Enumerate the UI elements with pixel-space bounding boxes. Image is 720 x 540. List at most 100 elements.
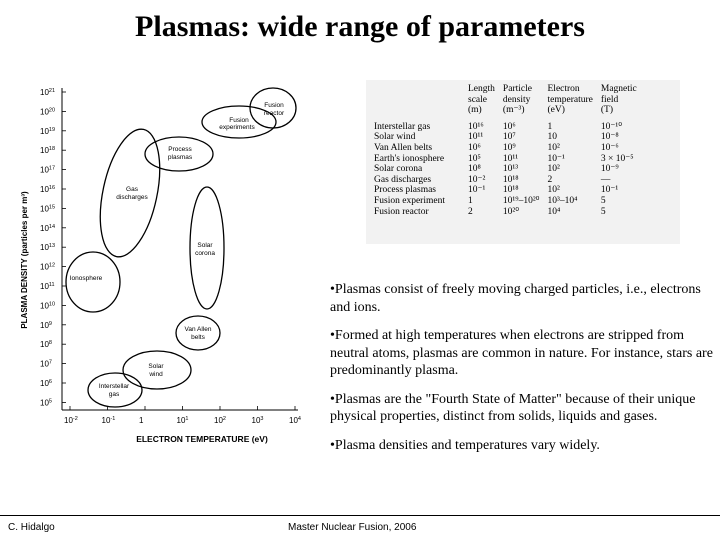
x-tick-label: 10-2 bbox=[64, 416, 78, 425]
x-tick-label: 10-1 bbox=[102, 416, 116, 425]
table-header-cell: Length scale (m) bbox=[468, 84, 495, 116]
y-tick-label: 107 bbox=[40, 360, 52, 369]
region-label: reactor bbox=[264, 110, 285, 117]
table-row: Van Allen belts 10⁶ 10⁹ 10² 10⁻⁶ bbox=[370, 143, 641, 154]
table-cell: 10¹⁸ bbox=[502, 174, 519, 185]
table-cell: Fusion experiment bbox=[374, 195, 445, 206]
table-cell: 10¹¹ bbox=[502, 153, 519, 164]
footer-divider bbox=[0, 515, 720, 516]
table-cell: 3 × 10⁻⁵ bbox=[600, 153, 634, 164]
table-row: Solar wind 10¹¹ 10⁷ 10 10⁻⁸ bbox=[370, 132, 641, 143]
region-label: Van Allen bbox=[185, 326, 212, 333]
table-cell: Earth's ionosphere bbox=[374, 153, 445, 164]
region-label: discharges bbox=[116, 194, 148, 201]
x-tick-label: 1 bbox=[139, 416, 144, 425]
table-cell: 10⁻⁶ bbox=[600, 142, 619, 153]
table-cell: 2 bbox=[547, 174, 553, 185]
table-cell: 10¹⁸ bbox=[502, 185, 519, 196]
region-van-allen-belts: Van Allen belts bbox=[175, 315, 221, 351]
table-cell: 10¹¹ bbox=[468, 132, 484, 143]
y-tick-label: 1013 bbox=[40, 243, 55, 252]
footer-course: Master Nuclear Fusion, 2006 bbox=[288, 522, 417, 533]
table-cell: Solar corona bbox=[374, 164, 423, 175]
region-label: Ionosphere bbox=[70, 275, 103, 282]
table-cell: 10² bbox=[547, 142, 560, 153]
table-cell: 2 bbox=[468, 206, 473, 217]
table-cell: 10¹³ bbox=[502, 164, 519, 175]
region-gas-discharges: Gas discharges bbox=[99, 128, 161, 258]
y-tick-label: 1016 bbox=[40, 185, 55, 194]
table-cell: 10⁻² bbox=[468, 174, 486, 185]
table-cell: 5 bbox=[600, 195, 606, 206]
y-tick-label: 1020 bbox=[40, 107, 55, 116]
table-row: Fusion reactor 2 10²⁰ 10⁴ 5 bbox=[370, 207, 641, 218]
table-row: Solar corona 10⁸ 10¹³ 10² 10⁻⁹ bbox=[370, 164, 641, 175]
region-label: Solar bbox=[148, 363, 164, 370]
y-tick-label: 1019 bbox=[40, 127, 55, 136]
table-cell: Interstellar gas bbox=[374, 121, 431, 132]
table-cell: 10³–10⁴ bbox=[547, 195, 578, 206]
x-tick-labels: 10-2 10-1 1 101 102 103 104 bbox=[64, 406, 301, 425]
region-solar-corona: Solar corona bbox=[189, 186, 225, 310]
table-cell: 10⁵ bbox=[468, 153, 481, 164]
region-label: belts bbox=[191, 334, 205, 341]
region-label: Gas bbox=[126, 186, 139, 193]
table-cell: 10⁶ bbox=[502, 121, 516, 132]
table-cell: 10¹⁶ bbox=[468, 121, 484, 132]
slide-title: Plasmas: wide range of parameters bbox=[135, 10, 585, 43]
table-header-row: Length scale (m) Particle density (m⁻³) Elec… bbox=[370, 84, 641, 116]
region-label: Fusion bbox=[229, 117, 249, 124]
x-tick-label: 103 bbox=[252, 416, 264, 425]
table-header-cell: Particle density (m⁻³) bbox=[502, 84, 532, 116]
region-label: Interstellar bbox=[99, 383, 130, 390]
region-label: plasmas bbox=[168, 154, 193, 161]
region-fusion-experiments: Fusion experiments bbox=[201, 105, 277, 139]
table-cell: Van Allen belts bbox=[374, 142, 433, 153]
y-tick-label: 108 bbox=[40, 340, 52, 349]
region-label: corona bbox=[195, 250, 215, 257]
table-cell: 10⁷ bbox=[502, 132, 516, 143]
table-cell: 1 bbox=[547, 121, 553, 132]
x-tick-label: 101 bbox=[177, 416, 189, 425]
region-label: wind bbox=[148, 371, 163, 378]
x-tick-label: 102 bbox=[214, 416, 226, 425]
region-label: experiments bbox=[219, 124, 255, 131]
y-tick-label: 105 bbox=[40, 398, 52, 407]
y-tick-label: 1018 bbox=[40, 146, 55, 155]
footer-author: C. Hidalgo bbox=[8, 522, 55, 533]
table-cell: 10⁻⁸ bbox=[600, 132, 619, 143]
y-axis-label: PLASMA DENSITY (particles per m³) bbox=[20, 191, 29, 329]
region-label: gas bbox=[109, 391, 120, 398]
table-cell: Fusion reactor bbox=[374, 206, 429, 217]
y-tick-label: 1012 bbox=[40, 263, 55, 272]
table-row: Fusion experiment 1 10¹⁹–10²⁰ 10³–10⁴ 5 bbox=[370, 196, 641, 207]
y-tick-label: 1015 bbox=[40, 204, 55, 213]
y-tick-label: 109 bbox=[40, 321, 52, 330]
bullet-item: •Plasmas are the "Fourth State of Matter… bbox=[330, 391, 696, 425]
y-tick-label: 1011 bbox=[40, 282, 55, 291]
table-header-cell: Electron temperature (eV) bbox=[547, 84, 593, 116]
region-label: Fusion bbox=[264, 102, 284, 109]
table-row: Interstellar gas 10¹⁶ 10⁶ 1 10⁻¹⁰ bbox=[370, 116, 641, 133]
table-cell: 10² bbox=[547, 164, 560, 175]
region-label: Solar bbox=[197, 242, 213, 249]
region-solar-wind: Solar wind bbox=[122, 350, 192, 390]
table-cell: 10⁻⁹ bbox=[600, 164, 619, 175]
density-temperature-diagram: PLASMA DENSITY (particles per m³) 102110… bbox=[20, 87, 301, 444]
table-cell: 10⁸ bbox=[468, 164, 481, 175]
table-cell: Process plasmas bbox=[374, 185, 437, 196]
region-ionosphere: Ionosphere bbox=[65, 251, 121, 313]
table-cell: 1 bbox=[468, 195, 473, 206]
table-row: Earth's ionosphere 10⁵ 10¹¹ 10⁻¹ 3 × 10⁻⁵ bbox=[370, 154, 641, 165]
table-cell: — bbox=[600, 174, 611, 185]
table-cell: 10⁻¹ bbox=[547, 153, 565, 164]
table-cell: 10⁶ bbox=[468, 142, 481, 153]
region-label: Process bbox=[168, 146, 192, 153]
region-process-plasmas: Process plasmas bbox=[144, 136, 214, 172]
table-cell: 10⁻¹ bbox=[600, 185, 619, 196]
y-tick-label: 1017 bbox=[40, 166, 55, 175]
y-tick-label: 1021 bbox=[40, 88, 55, 97]
table-cell: Solar wind bbox=[374, 132, 416, 143]
plasma-parameters-table: Length scale (m) Particle density (m⁻³) Elec… bbox=[366, 80, 680, 244]
x-axis-label: ELECTRON TEMPERATURE (eV) bbox=[136, 434, 268, 444]
